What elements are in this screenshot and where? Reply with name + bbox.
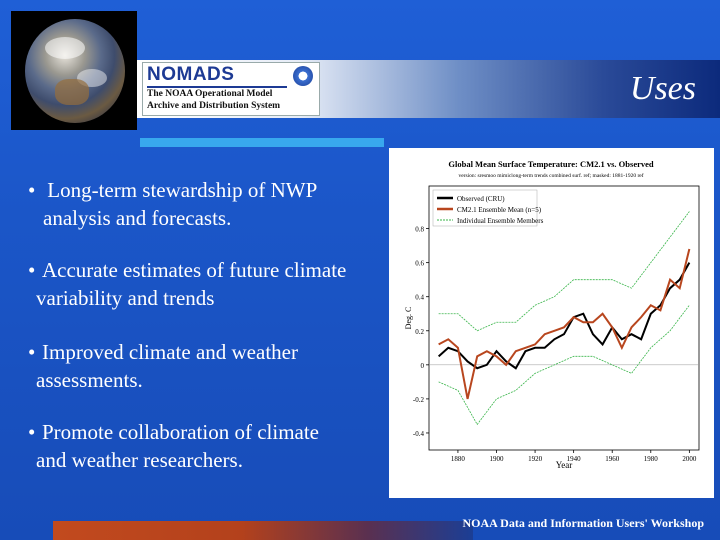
y-tick-label: 0.6 (415, 260, 424, 268)
y-tick-label: 0.2 (415, 328, 424, 336)
bullet-item-4: • Promote collaboration of climate and we… (28, 418, 319, 474)
logo-subtitle: The NOAA Operational Model Archive and D… (147, 88, 280, 112)
bullet-item-3: • Improved climate and weather assessment… (28, 338, 298, 394)
y-tick-label: 0.4 (415, 294, 424, 302)
bullet-item-2: • Accurate estimates of future climate va… (28, 256, 346, 312)
bullet-text-line2: assessments. (36, 368, 143, 392)
x-tick-label: 1920 (528, 455, 543, 463)
accent-line (140, 138, 384, 147)
x-tick-label: 1940 (567, 455, 582, 463)
footer-text: NOAA Data and Information Users' Worksho… (462, 516, 704, 530)
series-ensemble-members-line (438, 211, 690, 332)
logo-subtitle-line2: Archive and Distribution System (147, 101, 281, 111)
slide-title: Uses (629, 70, 696, 107)
bullet-text-line1: Long-term stewardship of NWP (42, 178, 318, 202)
bullet-text-line1: Improved climate and weather (42, 340, 298, 364)
bullet-marker: • (28, 258, 36, 282)
nomads-logo: NOMADS The NOAA Operational Model Archiv… (142, 62, 320, 116)
y-tick-label: 0 (421, 362, 425, 370)
footer-bar (53, 521, 473, 540)
x-axis-label: Year (556, 460, 573, 470)
y-tick-label: 0.8 (415, 226, 424, 234)
legend-entry-members: Individual Ensemble Members (457, 217, 544, 225)
bullet-item-1: • Long-term stewardship of NWP analysis … (28, 176, 317, 232)
y-tick-label: -0.4 (413, 430, 425, 438)
bullet-text-line2: and weather researchers. (36, 448, 243, 472)
x-tick-label: 1960 (605, 455, 620, 463)
chart-subtitle: version: sresmoo mimiclong-term trends c… (458, 172, 643, 179)
bullet-text-line1: Promote collaboration of climate (42, 420, 319, 444)
bullet-text-line1: Accurate estimates of future climate (42, 258, 347, 282)
x-tick-label: 2000 (682, 455, 697, 463)
earth-globe-image (11, 11, 137, 130)
globe-icon (25, 19, 125, 123)
bullet-text-line2: variability and trends (36, 286, 215, 310)
bullet-marker: • (28, 420, 36, 444)
series-ensemble-mean-line (438, 248, 691, 400)
y-tick-label: -0.2 (413, 396, 425, 404)
logo-title: NOMADS (147, 64, 235, 85)
x-tick-label: 1900 (490, 455, 505, 463)
legend-entry-observed: Observed (CRU) (457, 195, 505, 203)
temperature-chart: Global Mean Surface Temperature: CM2.1 v… (404, 159, 700, 470)
x-tick-label: 1880 (451, 455, 466, 463)
bullet-marker: • (28, 340, 36, 364)
x-tick-label: 1980 (644, 455, 659, 463)
temperature-chart-figure: Global Mean Surface Temperature: CM2.1 v… (389, 148, 714, 498)
series-observed-line (437, 262, 691, 370)
noaa-emblem-icon (293, 66, 313, 86)
chart-legend: Observed (CRU) CM2.1 Ensemble Mean (n=5)… (432, 189, 544, 227)
logo-subtitle-line1: The NOAA Operational Model (147, 89, 273, 99)
bullet-text-line2: analysis and forecasts. (43, 206, 232, 230)
chart-title: Global Mean Surface Temperature: CM2.1 v… (448, 159, 654, 169)
bullet-marker: • (28, 178, 36, 202)
plot-frame (428, 185, 700, 451)
legend-entry-ensemble-mean: CM2.1 Ensemble Mean (n=5) (457, 206, 542, 214)
y-axis-label: Deg. C (404, 307, 413, 330)
